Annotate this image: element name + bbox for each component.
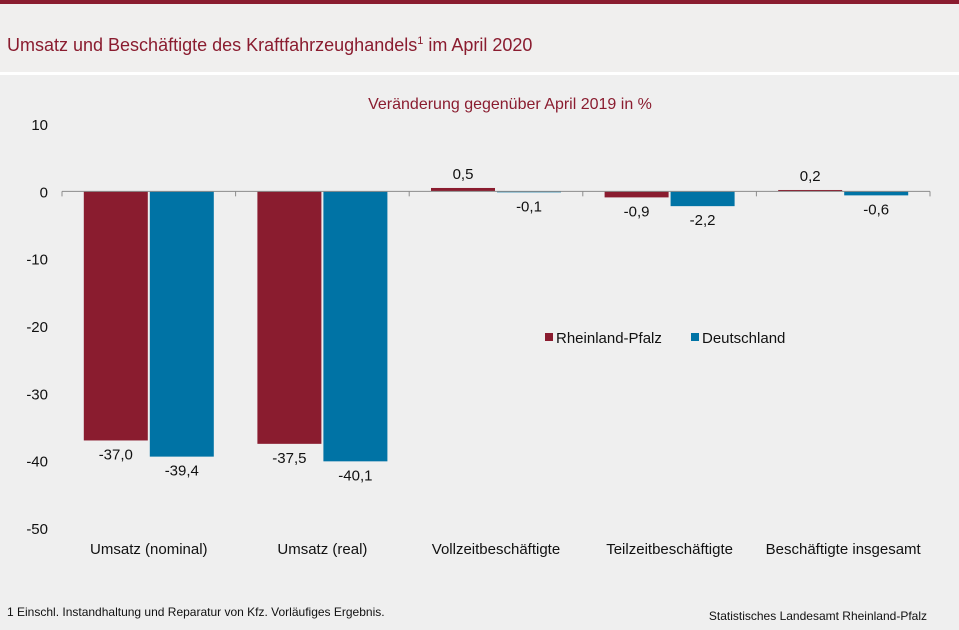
title-main: Umsatz und Beschäftigte des Kraftfahrzeu… [7,35,418,55]
bar-deutschland [149,191,214,457]
legend-swatch [545,333,553,341]
page-title: Umsatz und Beschäftigte des Kraftfahrzeu… [7,35,532,56]
data-label: -0,6 [863,201,889,218]
footnote: 1 Einschl. Instandhaltung und Reparatur … [7,605,385,619]
y-tick-label: 0 [40,184,48,201]
legend-swatch [691,333,699,341]
bar-rheinland-pfalz [257,191,322,444]
data-label: -37,0 [99,446,133,463]
legend-label: Rheinland-Pfalz [556,330,662,347]
bar-deutschland [844,191,909,196]
bar-chart: Veränderung gegenüber April 2019 in % 10… [26,96,931,558]
category-label: Vollzeitbeschäftigte [432,541,560,558]
data-label: -40,1 [338,467,372,484]
y-tick-label: -20 [26,319,48,336]
y-tick-label: -30 [26,386,48,403]
source-credit: Statistisches Landesamt Rheinland-Pfalz [708,609,927,623]
category-label: Umsatz (real) [277,541,367,558]
y-tick-label: -50 [26,521,48,538]
title-rest: im April 2020 [423,35,533,55]
bars: -37,0 -39,4 -37,5 -40,1 0,5 -0,1 -0,9 -2,2 0,2 -0… [83,166,909,484]
top-rule [0,0,959,4]
y-tick-label: -40 [26,454,48,471]
y-tick-label: 10 [31,117,48,134]
bar-deutschland [670,191,735,207]
data-label: -0,9 [624,203,650,220]
x-axis: Umsatz (nominal) Umsatz (real) Vollzeitbes… [61,190,931,558]
title-bar: Umsatz und Beschäftigte des Kraftfahrzeu… [0,4,959,72]
title-footnote-marker: 1 [417,35,424,47]
bar-rheinland-pfalz [604,191,669,198]
data-label: -0,1 [516,198,542,215]
title-separator [0,72,959,75]
bar-rheinland-pfalz [83,191,148,441]
legend: Rheinland-Pfalz Deutschland [545,330,785,347]
legend-label: Deutschland [702,330,785,347]
data-label: 0,2 [800,168,821,185]
data-label: -37,5 [272,450,306,467]
bar-rheinland-pfalz [778,189,843,192]
bar-deutschland [323,191,388,462]
data-label: -2,2 [690,212,716,229]
data-label: -39,4 [165,463,199,480]
bar-rheinland-pfalz [431,187,495,192]
category-label: Beschäftigte insgesamt [766,541,922,558]
category-label: Teilzeitbeschäftigte [606,541,733,558]
chart-subtitle: Veränderung gegenüber April 2019 in % [368,96,652,113]
bar-deutschland [497,191,561,193]
y-tick-label: -10 [26,252,48,269]
data-label: 0,5 [453,166,474,183]
category-label: Umsatz (nominal) [90,541,208,558]
y-axis: 10 0 -10 -20 -30 -40 -50 [26,117,48,538]
